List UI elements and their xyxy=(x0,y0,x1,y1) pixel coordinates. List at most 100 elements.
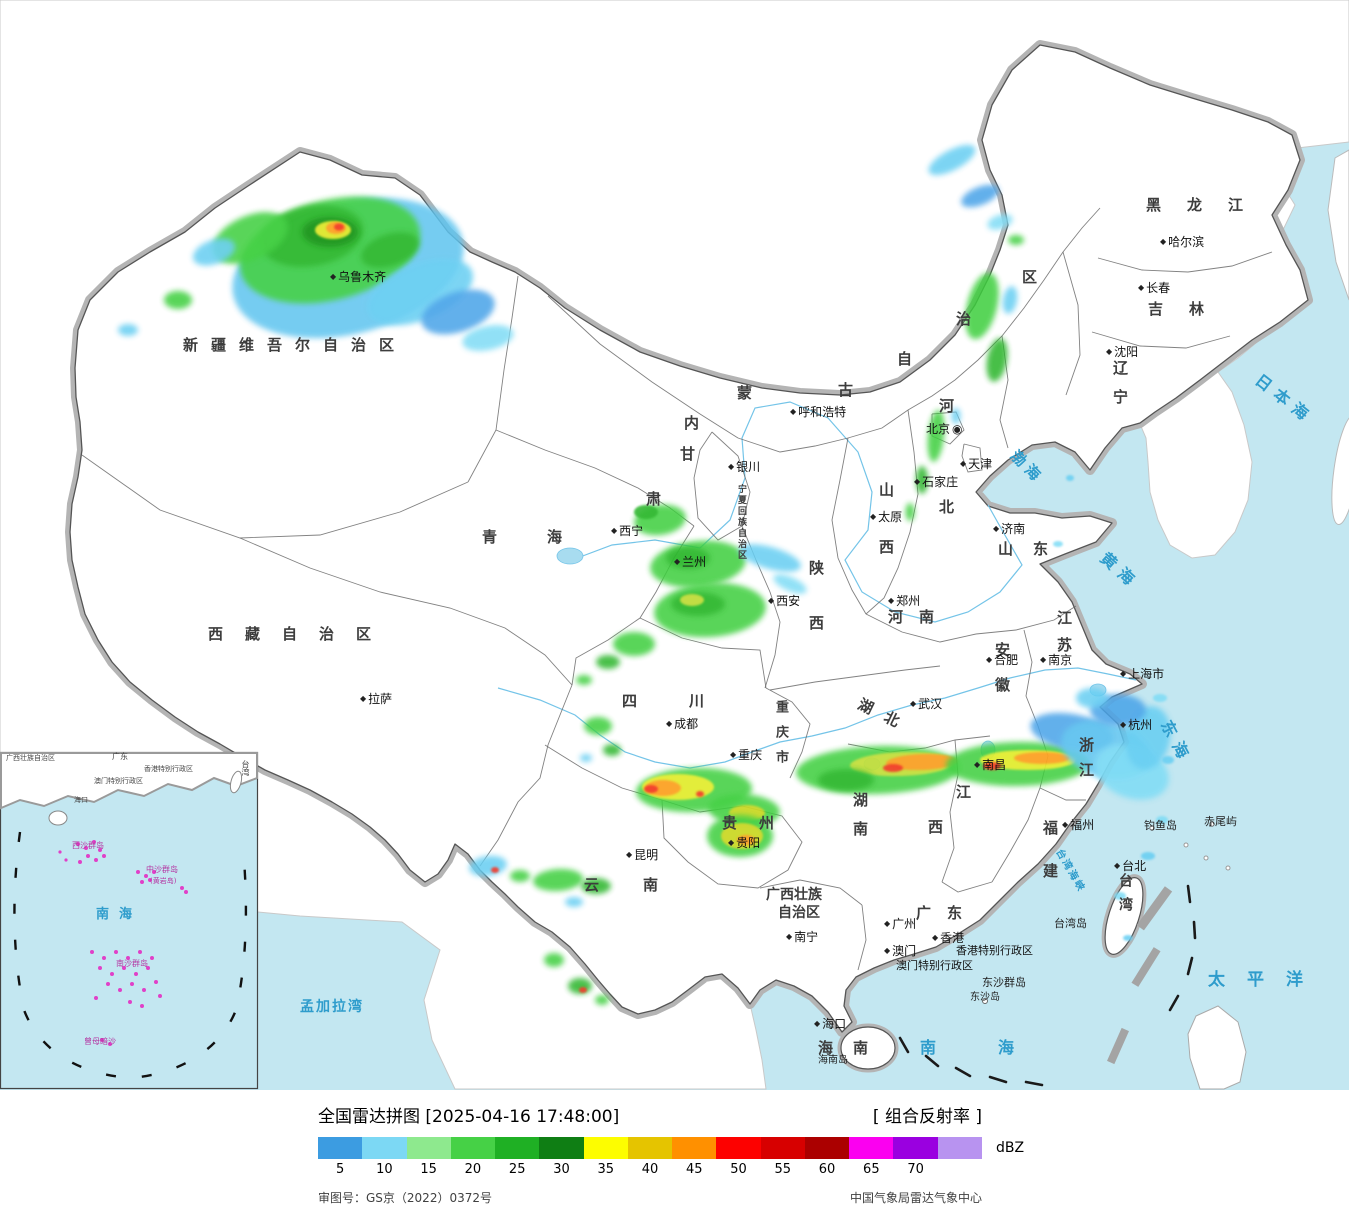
radar-echo xyxy=(581,878,611,894)
radar-echo xyxy=(1125,706,1171,770)
radar-echo xyxy=(510,870,530,882)
scale-number: 60 xyxy=(818,1162,836,1177)
radar-echo xyxy=(1076,688,1108,708)
radar-echo xyxy=(491,867,499,873)
scale-swatch xyxy=(716,1137,761,1159)
inset-mainland xyxy=(0,752,258,810)
radar-echo xyxy=(192,238,236,266)
scale-swatch xyxy=(318,1137,363,1159)
province-borders xyxy=(81,207,1273,971)
radar-echo xyxy=(596,655,620,669)
radar-echo xyxy=(927,410,945,462)
radar-echo xyxy=(916,466,928,494)
hainan-island xyxy=(840,1026,896,1070)
radar-echo xyxy=(1014,752,1070,764)
map-svg xyxy=(0,0,1349,1090)
scale-swatch xyxy=(627,1137,673,1159)
radar-echo xyxy=(164,291,192,309)
inset-taiwan xyxy=(229,770,243,794)
scale-number: 25 xyxy=(508,1162,526,1177)
japan-island-south xyxy=(1331,415,1349,525)
radar-echo xyxy=(680,594,704,606)
scale-number xyxy=(938,1162,982,1177)
radar-echo xyxy=(696,791,704,797)
scale-swatch xyxy=(804,1137,850,1159)
scale-number: 55 xyxy=(774,1162,792,1177)
ocean-trench-marks xyxy=(1107,886,1173,1065)
radar-echo xyxy=(886,753,958,771)
radar-echo xyxy=(613,632,655,656)
radar-echo xyxy=(1141,852,1155,860)
radar-echo xyxy=(737,835,755,845)
radar-echo-layer xyxy=(118,144,1174,1005)
radar-echo xyxy=(961,184,999,208)
scale-number: 70 xyxy=(907,1162,924,1177)
radar-echo xyxy=(565,897,583,907)
radar-echo xyxy=(1156,816,1168,824)
radar-echo xyxy=(965,272,999,340)
scale-number: 65 xyxy=(863,1162,880,1177)
legend-source: 中国气象局雷达气象中心 xyxy=(849,1191,982,1205)
radar-echo xyxy=(579,987,587,993)
south-china-sea-inset xyxy=(0,751,259,1090)
scale-swatch xyxy=(539,1137,584,1159)
scale-swatch xyxy=(893,1137,938,1159)
scale-swatch xyxy=(495,1137,540,1159)
radar-echo xyxy=(928,144,976,176)
scale-swatch xyxy=(849,1137,894,1159)
legend-scale-numbers: 5 10 15 20 25 30 35 40 45 50 55 60 65 70 xyxy=(318,1162,982,1177)
scale-swatch xyxy=(362,1137,407,1159)
scale-number: 15 xyxy=(420,1162,437,1177)
legend-approval-number: 审图号：GS京（2022）0372号 xyxy=(318,1191,492,1205)
radar-echo xyxy=(334,223,344,231)
nine-dash-line xyxy=(898,884,1197,1087)
radar-echo xyxy=(1153,694,1167,702)
radar-echo xyxy=(1002,286,1018,314)
radar-echo xyxy=(1066,475,1074,481)
japan-island xyxy=(1327,149,1349,301)
legend-panel: 全国雷达拼图 [2025-04-16 17:48:00] [ 组合反射率 ] d… xyxy=(0,1090,1349,1208)
radar-echo xyxy=(634,505,658,519)
radar-echo xyxy=(818,769,874,791)
small-islands xyxy=(982,821,1231,1004)
scale-swatch xyxy=(760,1137,805,1159)
scale-number: 45 xyxy=(685,1162,703,1177)
radar-echo xyxy=(983,762,1001,770)
radar-echo xyxy=(118,324,138,336)
radar-echo xyxy=(595,995,609,1005)
legend-scale-bar xyxy=(318,1137,982,1159)
radar-echo xyxy=(666,547,710,569)
legend-title: 全国雷达拼图 [2025-04-16 17:48:00] xyxy=(318,1107,620,1127)
radar-echo xyxy=(576,675,592,685)
radar-echo xyxy=(1123,935,1133,941)
radar-echo xyxy=(987,214,1013,230)
radar-echo xyxy=(584,717,612,735)
inset-dash-line xyxy=(13,831,248,1080)
radar-echo xyxy=(739,544,801,572)
map-area: 黑龙江 吉林 辽宁内蒙古自治区新疆维吾尔自治区甘肃青海 西藏自治区 四川 云南 贵州 重庆市陕… xyxy=(0,0,1349,1090)
scale-swatch xyxy=(450,1137,496,1159)
radar-echo xyxy=(603,744,621,756)
radar-echo xyxy=(533,868,583,892)
radar-echo xyxy=(1053,541,1063,547)
scale-number: 50 xyxy=(730,1162,747,1177)
inset-archipelagos xyxy=(58,840,188,1046)
radar-echo xyxy=(580,754,592,762)
scale-swatch xyxy=(937,1137,982,1159)
inset-border xyxy=(0,751,259,1090)
radar-echo xyxy=(951,408,961,424)
scale-swatch xyxy=(406,1137,451,1159)
legend-product-label: [ 组合反射率 ] xyxy=(872,1107,982,1127)
scale-number: 10 xyxy=(376,1162,393,1177)
radar-echo xyxy=(905,503,915,521)
radar-echo xyxy=(361,232,419,268)
scale-swatch xyxy=(672,1137,717,1159)
inset-hainan xyxy=(48,810,68,826)
scale-number: 40 xyxy=(641,1162,659,1177)
luzon-island xyxy=(1187,1005,1247,1090)
legend-content: 全国雷达拼图 [2025-04-16 17:48:00] [ 组合反射率 ] d… xyxy=(318,1102,1024,1206)
radar-echo xyxy=(544,953,564,967)
radar-echo xyxy=(986,338,1008,382)
radar-echo xyxy=(421,289,495,335)
